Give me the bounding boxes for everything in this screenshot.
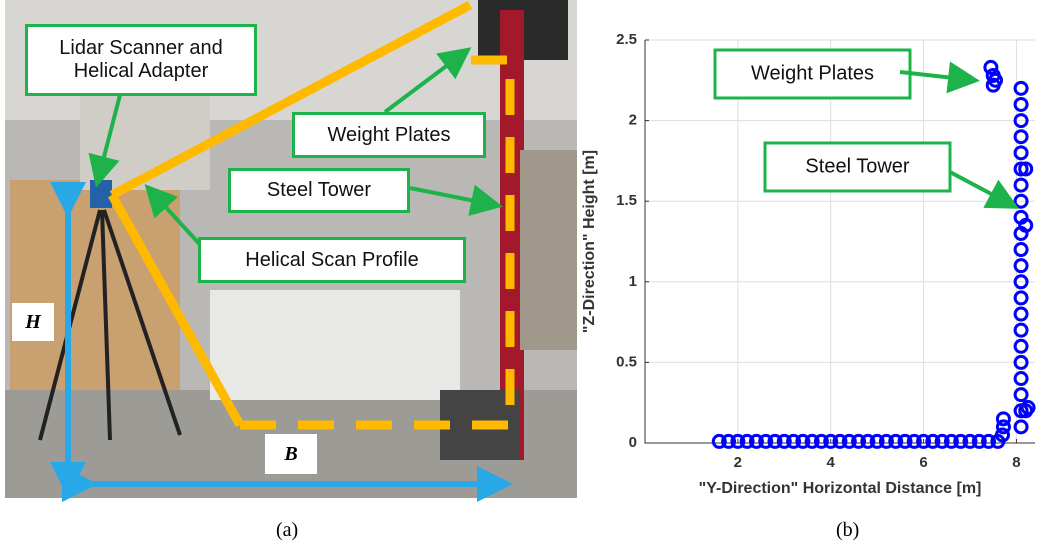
plot-area [645, 40, 1035, 443]
annotation: Steel Tower [805, 155, 909, 177]
callout-label: Helical Scan Profile [198, 237, 466, 283]
callout-label: Lidar Scanner and Helical Adapter [25, 24, 257, 96]
callout-label: Steel Tower [228, 168, 410, 213]
y-tick-label: 1 [629, 273, 637, 290]
x-tick-label: 2 [734, 454, 742, 471]
x-tick-label: 6 [919, 454, 927, 471]
y-tick-label: 2 [629, 112, 637, 129]
y-tick-label: 0.5 [616, 353, 637, 370]
annotation: Weight Plates [751, 62, 874, 84]
y-tick-label: 1.5 [616, 192, 637, 209]
x-tick-label: 4 [827, 454, 836, 471]
x-tick-label: 8 [1012, 454, 1020, 471]
caption: (a) [276, 519, 298, 542]
x-axis-label: "Y-Direction" Horizontal Distance [m] [699, 480, 982, 497]
caption: (b) [836, 519, 859, 542]
dimension-label: H [12, 303, 54, 341]
y-tick-label: 0 [629, 434, 637, 451]
y-axis-label: "Z-Direction" Height [m] [581, 150, 598, 333]
dimension-label: B [265, 434, 317, 474]
y-tick-label: 2.5 [616, 31, 637, 48]
figure: 2 4 6 8 0 0.5 1 1.5 2 2.5 "Y-Direction" Horizontal… [0, 0, 1039, 550]
callout-label: Weight Plates [292, 112, 486, 158]
